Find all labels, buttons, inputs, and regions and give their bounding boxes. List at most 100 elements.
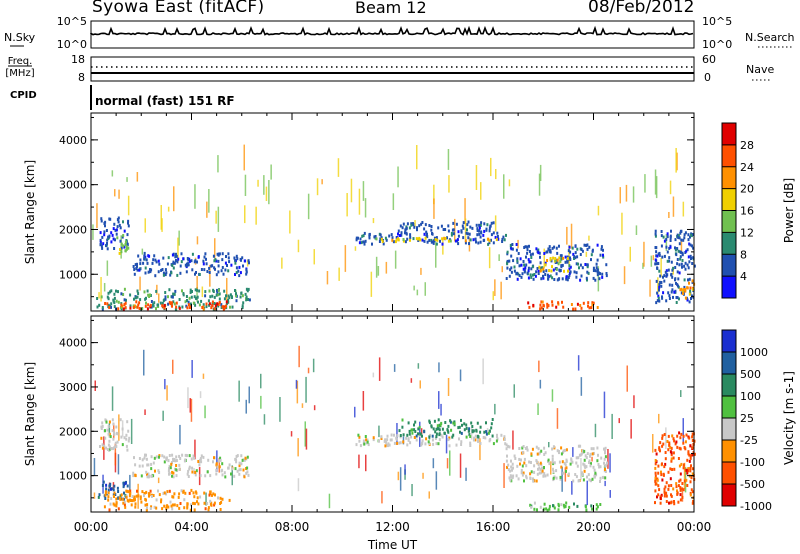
data-streak <box>396 423 398 445</box>
data-cell <box>198 303 201 307</box>
data-cell <box>193 456 196 460</box>
data-cell <box>365 441 368 445</box>
data-cell <box>100 425 103 429</box>
data-cell <box>123 229 126 233</box>
data-streak <box>201 286 204 298</box>
data-cell <box>594 471 597 475</box>
data-cell <box>551 276 554 280</box>
data-cell <box>204 252 207 256</box>
data-cell <box>596 273 599 277</box>
data-cell <box>413 423 415 427</box>
data-cell <box>492 241 495 245</box>
data-cell <box>552 476 555 480</box>
data-cell <box>102 480 105 484</box>
data-cell <box>594 278 597 282</box>
data-cell <box>110 302 113 306</box>
data-cell <box>127 429 130 433</box>
data-cell <box>426 240 429 244</box>
data-cell <box>551 460 554 464</box>
data-cell <box>395 436 398 440</box>
data-cell <box>418 425 421 429</box>
data-cell <box>197 300 199 304</box>
data-cell <box>566 255 569 259</box>
data-cell <box>676 283 679 287</box>
data-cell <box>578 266 580 270</box>
data-cell <box>358 435 361 439</box>
data-cell <box>155 260 158 264</box>
data-cell <box>178 467 181 471</box>
data-cell <box>375 237 378 241</box>
data-cell <box>116 486 119 490</box>
data-cell <box>413 436 416 439</box>
data-cell <box>185 304 188 308</box>
data-cell <box>599 476 602 480</box>
data-cell <box>689 491 692 495</box>
data-cell <box>395 238 398 242</box>
data-cell <box>582 301 585 305</box>
data-cell <box>592 276 595 280</box>
data-cell <box>598 277 601 281</box>
data-cell <box>143 456 146 460</box>
data-cell <box>587 304 589 308</box>
data-streak <box>517 239 519 249</box>
data-cell <box>541 466 544 470</box>
data-cell <box>104 302 107 305</box>
data-cell <box>531 252 534 256</box>
data-streak <box>503 174 505 199</box>
data-cell <box>228 498 231 502</box>
data-cell <box>512 259 515 263</box>
data-cell <box>580 248 583 251</box>
data-cell <box>399 434 402 437</box>
data-cell <box>238 274 241 278</box>
data-cell <box>480 230 483 234</box>
data-cell <box>207 458 210 462</box>
data-cell <box>594 269 597 273</box>
data-cell <box>211 294 214 298</box>
data-cell <box>397 232 399 236</box>
data-cell <box>167 469 170 473</box>
data-cell <box>167 505 170 509</box>
data-cell <box>531 273 534 277</box>
data-cell <box>552 268 555 272</box>
data-cell <box>558 460 561 464</box>
data-cell <box>176 260 179 264</box>
data-cell <box>548 504 551 508</box>
data-cell <box>168 288 171 292</box>
data-cell <box>221 252 224 256</box>
data-cell <box>123 298 126 302</box>
data-cell <box>666 259 669 263</box>
data-cell <box>454 239 457 243</box>
data-streak <box>442 239 444 255</box>
nave-label: Nave <box>746 63 774 76</box>
power-panel-frame <box>90 112 695 312</box>
data-cell <box>171 253 174 257</box>
data-cell <box>654 501 656 505</box>
data-cell <box>588 245 591 249</box>
data-streak <box>191 360 193 378</box>
data-cell <box>242 264 244 268</box>
data-cell <box>539 303 542 307</box>
data-cell <box>225 255 227 258</box>
data-cell <box>390 433 393 437</box>
data-cell <box>460 440 463 444</box>
data-cell <box>571 460 574 464</box>
data-cell <box>241 304 244 308</box>
data-cell <box>194 272 196 276</box>
data-cell <box>687 450 690 454</box>
velocity-panel <box>93 345 696 512</box>
data-cell <box>215 293 218 297</box>
data-cell <box>663 494 666 498</box>
data-cell <box>134 502 137 506</box>
data-cell <box>575 275 578 279</box>
data-streak <box>206 201 208 218</box>
colorbar-segment <box>722 418 736 441</box>
data-cell <box>238 265 241 269</box>
data-cell <box>407 438 410 442</box>
data-streak <box>508 179 511 187</box>
y-tick-label: 3000 <box>59 179 87 192</box>
data-cell <box>688 242 691 246</box>
colorbar-label: Velocity [m s-1] <box>782 371 796 465</box>
data-cell <box>402 238 405 241</box>
data-cell <box>238 464 241 468</box>
